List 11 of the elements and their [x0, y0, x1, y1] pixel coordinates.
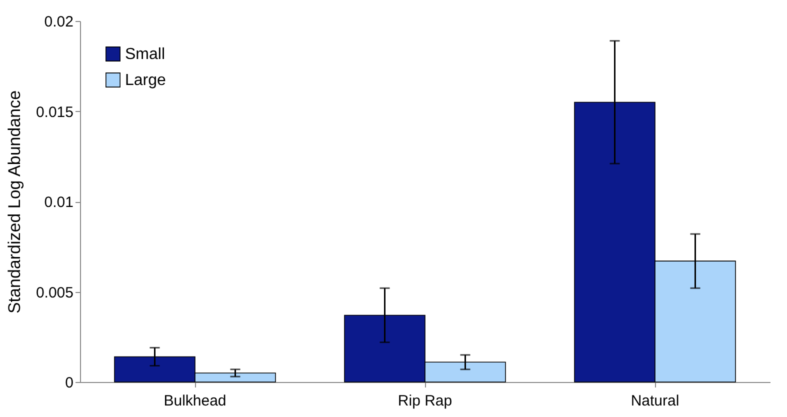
x-tick-label: Bulkhead: [164, 392, 226, 410]
x-tick-label: Rip Rap: [398, 392, 452, 410]
legend-label: Small: [125, 46, 166, 63]
y-axis-title: Standardized Log Abundance: [4, 90, 24, 314]
y-tick-label: 0.01: [44, 194, 74, 211]
legend-label: Large: [125, 72, 166, 89]
y-tick-label: 0.02: [44, 14, 74, 30]
x-tick-label: Natural: [630, 392, 680, 410]
y-tick-label: 0.015: [36, 104, 74, 121]
y-tick-label: 0.005: [36, 284, 74, 302]
y-tick-label: 0: [65, 374, 74, 392]
